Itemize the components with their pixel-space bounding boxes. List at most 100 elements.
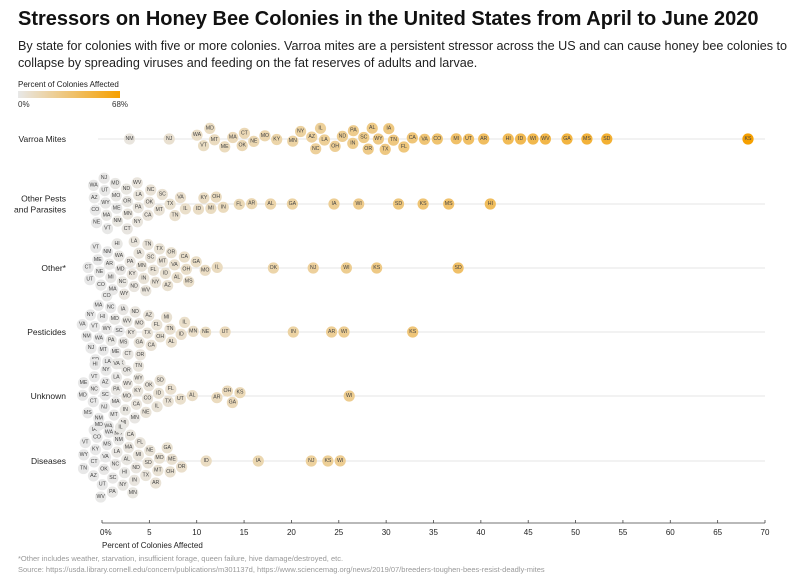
state-label: OK: [100, 466, 108, 472]
state-label: KY: [92, 447, 99, 453]
state-dot: [392, 198, 405, 210]
state-dot: [114, 264, 127, 276]
state-label: SD: [454, 265, 461, 271]
state-dot: [561, 133, 573, 145]
legend-color-bar: [18, 91, 120, 98]
state-label: LA: [321, 137, 328, 143]
state-dot: [581, 133, 593, 145]
state-point: SC: [99, 389, 111, 401]
state-label: TN: [80, 466, 87, 472]
state-point: NM: [101, 246, 113, 258]
state-label: VA: [79, 322, 86, 328]
state-point: WI: [353, 198, 365, 210]
state-dot: [101, 323, 113, 335]
state-label: MN: [124, 211, 132, 217]
state-dot: [176, 461, 188, 473]
state-label: NE: [250, 138, 258, 144]
state-label: KY: [129, 271, 136, 277]
state-label: MN: [131, 415, 139, 421]
state-label: KY: [273, 137, 280, 143]
state-dot: [84, 309, 96, 321]
state-label: ME: [112, 349, 120, 355]
state-label: MI: [453, 136, 459, 142]
x-axis-title: Percent of Colonies Affected: [102, 541, 203, 550]
state-label: NC: [90, 386, 98, 392]
state-dot: [164, 323, 176, 335]
state-point: MS: [443, 198, 455, 210]
state-dot: [191, 129, 203, 141]
state-point: NM: [113, 434, 125, 446]
state-point: NY: [117, 479, 129, 491]
state-label: OH: [224, 388, 232, 394]
state-point: CA: [178, 251, 190, 263]
state-dot: [121, 365, 133, 377]
state-dot: [111, 202, 123, 214]
state-dot: [156, 255, 168, 267]
state-dot: [124, 429, 136, 441]
state-dot: [198, 140, 210, 152]
state-label: OR: [123, 199, 131, 205]
state-label: WY: [101, 200, 110, 206]
state-label: CT: [241, 130, 249, 136]
state-dot: [121, 378, 133, 390]
state-label: IL: [183, 206, 187, 212]
state-point: MO: [153, 452, 166, 464]
state-dot: [123, 133, 136, 145]
state-label: MI: [164, 314, 170, 320]
state-label: TN: [144, 242, 151, 248]
state-point: SD: [601, 133, 613, 145]
state-point: AL: [366, 122, 378, 134]
state-point: MI: [132, 449, 144, 461]
state-dot: [204, 122, 216, 134]
state-dot: [118, 288, 130, 300]
state-label: HI: [93, 361, 98, 367]
state-dot: [419, 133, 431, 145]
state-dot: [187, 325, 199, 337]
state-label: PA: [109, 489, 116, 495]
state-dot: [145, 184, 157, 196]
state-point: OK: [143, 196, 155, 208]
state-dot: [452, 262, 464, 274]
state-dot: [116, 276, 128, 288]
state-dot: [141, 393, 154, 405]
state-dot: [145, 252, 157, 264]
state-point: VT: [89, 321, 101, 333]
state-point: OR: [134, 349, 146, 361]
state-point: IL: [314, 122, 327, 134]
row-label-line: Unknown: [31, 391, 67, 401]
state-label: TX: [382, 146, 389, 152]
state-label: ND: [131, 309, 139, 315]
state-label: WI: [343, 265, 349, 271]
state-dot: [252, 455, 264, 467]
state-label: WV: [123, 381, 132, 387]
state-point: ND: [130, 462, 142, 474]
state-label: LA: [113, 374, 120, 380]
state-dot: [142, 209, 154, 221]
state-point: NY: [100, 364, 112, 376]
state-label: VT: [92, 245, 99, 251]
state-dot: [110, 384, 122, 396]
state-point: ID: [515, 133, 527, 145]
state-dot: [246, 198, 258, 210]
state-dot: [121, 195, 133, 208]
state-label: OK: [270, 265, 278, 271]
state-dot: [208, 134, 221, 146]
state-dot: [129, 412, 141, 424]
state-point: CA: [142, 209, 154, 221]
state-dot: [153, 204, 165, 216]
state-dot: [122, 348, 134, 360]
state-point: MS: [117, 337, 129, 349]
state-point: FL: [165, 383, 177, 395]
state-dot: [117, 303, 129, 316]
state-label: GA: [563, 136, 571, 142]
state-label: AR: [106, 261, 113, 267]
state-point: VA: [419, 133, 431, 145]
state-dot: [121, 391, 133, 403]
state-point: CO: [89, 204, 101, 216]
state-label: UT: [99, 482, 107, 488]
state-label: MO: [155, 455, 163, 461]
state-dot: [353, 198, 365, 210]
state-label: MD: [111, 316, 119, 322]
state-point: MI: [105, 271, 117, 283]
